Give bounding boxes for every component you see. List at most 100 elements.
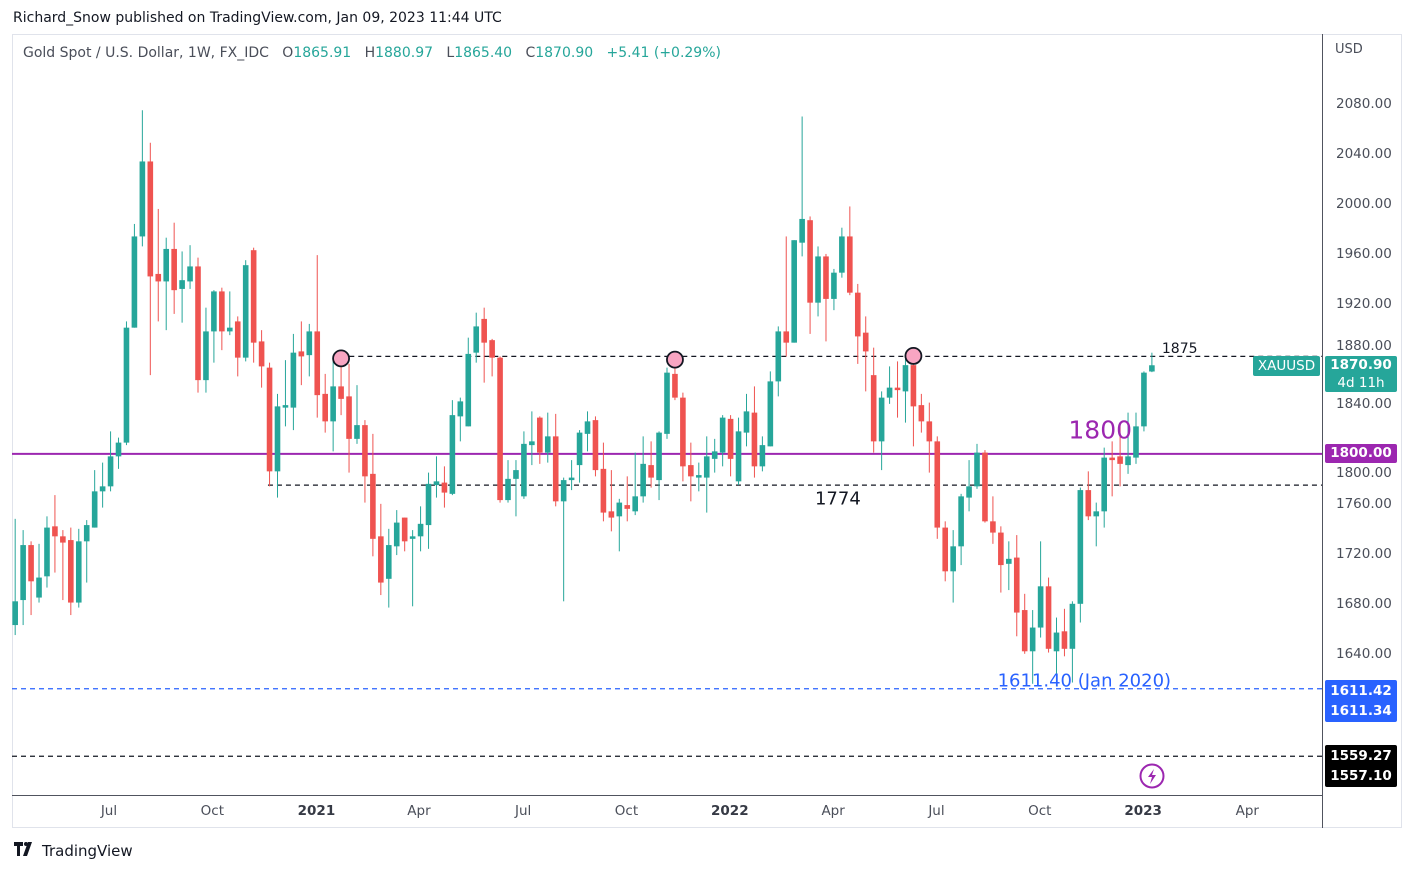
legend-title[interactable]: Gold Spot / U.S. Dollar, 1W, FX_IDC — [23, 45, 269, 61]
candle — [107, 431, 114, 492]
candle — [870, 347, 877, 453]
candle-body — [441, 482, 448, 493]
candle-body — [219, 291, 225, 332]
candle — [1109, 441, 1115, 497]
candle-body — [115, 442, 122, 457]
black-line-low: 1557.10 — [1330, 768, 1392, 784]
candle — [878, 391, 885, 471]
candle-body — [91, 491, 98, 528]
candle — [886, 366, 893, 404]
candle — [211, 290, 217, 363]
candle — [711, 438, 718, 473]
candle — [1133, 412, 1139, 464]
candle-body — [656, 432, 662, 481]
candle — [1141, 371, 1147, 432]
candle-body — [537, 417, 543, 453]
candle — [1053, 617, 1060, 682]
candle-body — [354, 425, 360, 439]
candle — [839, 227, 845, 278]
candle — [664, 367, 670, 439]
time-tick-label: Oct — [1028, 803, 1052, 819]
legend-high: 1880.97 — [375, 45, 434, 61]
candle — [1061, 608, 1068, 657]
chart-frame — [12, 34, 1402, 828]
candle — [449, 400, 456, 496]
candle — [1077, 487, 1084, 623]
time-tick-label: Jul — [928, 803, 945, 819]
candle-body — [632, 496, 639, 512]
candle — [783, 236, 790, 357]
candle — [743, 393, 750, 447]
candle — [36, 543, 42, 603]
candle-body — [950, 546, 956, 572]
candle — [139, 110, 146, 247]
candle-body — [68, 540, 74, 603]
candle-body — [942, 527, 949, 572]
candle-body — [171, 248, 177, 291]
candle-body — [926, 421, 933, 442]
candle — [1149, 352, 1155, 373]
candle — [330, 360, 336, 452]
candle-body — [489, 340, 495, 358]
candle — [767, 371, 774, 447]
candle-body — [695, 475, 702, 478]
candlestick-plot[interactable] — [12, 34, 1322, 795]
candle-body — [966, 486, 972, 498]
candle — [656, 431, 662, 501]
candle-body — [1053, 632, 1060, 652]
tradingview-logo-icon — [14, 841, 38, 861]
candle — [290, 333, 297, 431]
candle — [91, 470, 98, 528]
candle-body — [1037, 586, 1044, 628]
black-line-high: 1559.27 — [1330, 748, 1392, 764]
candle-body — [203, 331, 209, 381]
last-price: 1870.90 — [1330, 357, 1392, 373]
symbol-legend: Gold Spot / U.S. Dollar, 1W, FX_IDC O186… — [23, 45, 721, 61]
candle — [370, 433, 376, 557]
resistance-1875-label: 1875 — [1161, 341, 1198, 358]
time-tick-label: Oct — [200, 803, 224, 819]
candle-body — [274, 406, 281, 472]
candle-body — [910, 365, 917, 407]
candle — [322, 373, 328, 433]
time-axis[interactable]: Jul Oct 2021 Apr Jul Oct 2022 Apr Jul Oct 2023 Apr — [12, 795, 1322, 829]
blue-line-badge: 1611.42 1611.34 — [1325, 680, 1397, 722]
candle-body — [123, 327, 130, 443]
candle-body — [1069, 603, 1076, 649]
candle — [1085, 471, 1092, 521]
last-price-badge: 1870.90 4d 11h — [1325, 356, 1397, 392]
candle-body — [918, 405, 925, 422]
price-tick-label: 1920.00 — [1336, 295, 1392, 312]
candle — [568, 460, 575, 491]
candle — [115, 437, 122, 469]
candle — [998, 526, 1004, 593]
candle — [195, 257, 201, 393]
candle — [966, 460, 972, 512]
candle — [1045, 577, 1052, 653]
publisher-line: Richard_Snow published on TradingView.co… — [13, 10, 502, 26]
candle-body — [592, 420, 599, 471]
time-tick-label: 2021 — [297, 803, 336, 819]
candle-body — [242, 265, 249, 358]
candle — [497, 356, 503, 503]
candle — [608, 470, 615, 532]
candle — [298, 321, 305, 386]
candle-body — [338, 386, 344, 399]
candle-body — [1013, 557, 1020, 613]
candle — [179, 251, 185, 323]
candle-body — [878, 397, 885, 442]
candle — [362, 420, 368, 503]
bar-countdown: 4d 11h — [1337, 375, 1385, 391]
price-axis[interactable]: USD 2080.00 2040.00 2000.00 1960.00 1920.00 1… — [1322, 34, 1403, 828]
candle — [910, 353, 917, 447]
candle — [282, 360, 289, 427]
candle-body — [131, 236, 138, 328]
level-1800-badge: 1800.00 — [1325, 444, 1397, 463]
candle — [918, 393, 925, 433]
candle-body — [298, 351, 305, 357]
candle — [219, 287, 225, 351]
footer-brand[interactable]: TradingView — [14, 841, 133, 861]
candle — [234, 316, 241, 377]
candle — [1037, 541, 1044, 638]
candle-body — [521, 443, 527, 497]
